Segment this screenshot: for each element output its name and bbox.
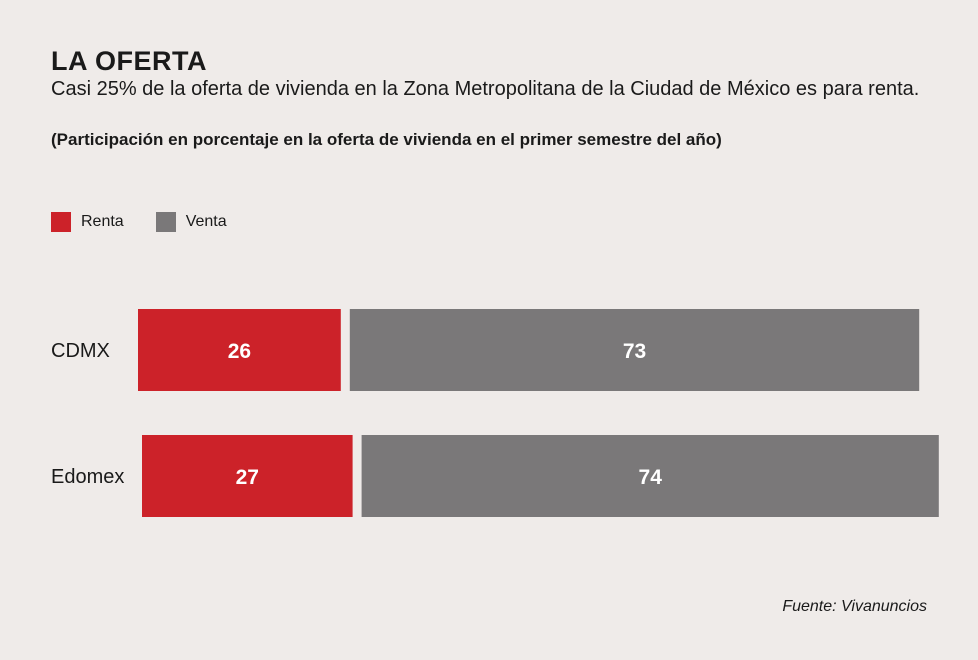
bar-edomex-venta [361, 435, 939, 517]
data-label-cdmx-venta: 73 [623, 340, 646, 363]
data-label-edomex-renta: 27 [236, 466, 259, 489]
category-label-edomex: Edomex [51, 466, 124, 488]
source-note: Fuente: Vivanuncios [782, 598, 927, 615]
category-label-cdmx: CDMX [51, 340, 110, 362]
chart-note: (Participación en porcentaje en la ofert… [51, 130, 722, 149]
legend-swatch-renta [51, 212, 71, 232]
legend-item-renta: Renta [51, 212, 124, 232]
data-label-cdmx-renta: 26 [228, 340, 251, 363]
chart-subtitle: Casi 25% de la oferta de vivienda en la … [51, 78, 920, 100]
legend-label-venta: Venta [185, 213, 227, 230]
bar-edomex-renta [142, 435, 353, 517]
legend: Renta Venta [51, 212, 259, 232]
bar-cdmx-renta [138, 309, 341, 391]
bar-cdmx-venta [349, 309, 920, 391]
legend-item-venta: Venta [155, 212, 227, 232]
legend-label-renta: Renta [81, 213, 124, 230]
chart-title: LA OFERTA [51, 46, 207, 76]
legend-swatch-venta [155, 212, 176, 232]
data-label-edomex-venta: 74 [639, 466, 663, 489]
